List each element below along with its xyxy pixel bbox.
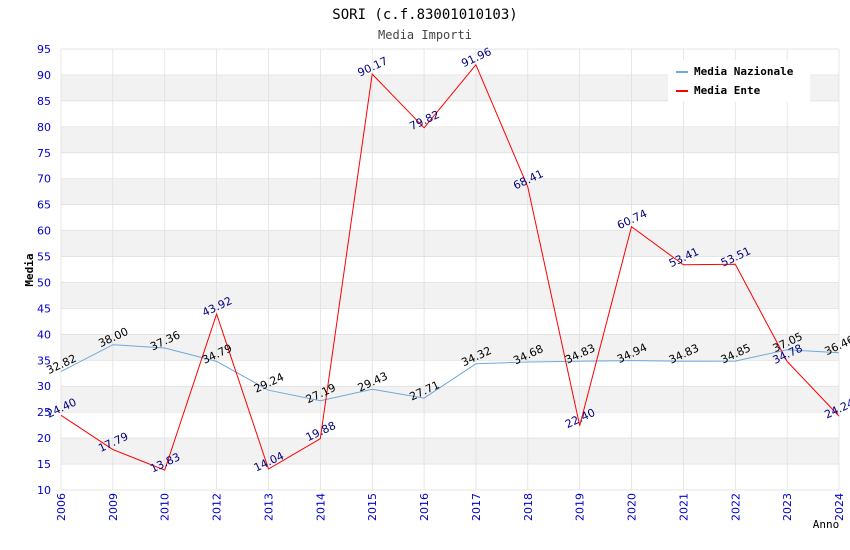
grid-band [61,126,839,153]
y-tick-label: 80 [37,121,51,134]
x-tick-label: 2022 [729,493,742,521]
y-tick-label: 70 [37,173,51,186]
y-tick-label: 40 [37,328,51,341]
series-line-media-nazionale [60,344,840,402]
x-axis-title: Anno [813,518,840,531]
grid-band [61,438,839,465]
y-tick-label: 20 [37,432,51,445]
y-tick-label: 35 [37,354,51,367]
chart-subtitle: Media Importi [378,28,472,42]
legend-label-media-nazionale: Media Nazionale [694,65,794,78]
x-tick-label: 2012 [211,493,224,521]
x-tick-label: 2006 [55,493,68,521]
y-tick-label: 60 [37,225,51,238]
x-tick-label: 2021 [677,493,690,521]
y-tick-label: 50 [37,276,51,289]
grid-band [61,360,839,387]
grid-band [61,230,839,257]
y-tick-label: 25 [37,406,51,419]
grid-band [61,256,839,283]
grid-band [61,178,839,205]
y-tick-label: 15 [37,458,51,471]
x-tick-label: 2009 [107,493,120,521]
legend-label-media-ente: Media Ente [694,84,761,97]
grid-band [61,282,839,309]
x-tick-label: 2020 [626,493,639,521]
y-tick-label: 45 [37,302,51,315]
x-tick-label: 2024 [833,493,846,521]
y-axis-title: Media [23,253,36,286]
y-tick-label: 85 [37,95,51,108]
y-tick-label: 95 [37,43,51,56]
x-tick-label: 2014 [314,493,327,521]
x-tick-label: 2016 [418,493,431,521]
x-tick-label: 2015 [366,493,379,521]
x-tick-label: 2019 [574,493,587,521]
y-tick-label: 90 [37,69,51,82]
grid-band [61,152,839,179]
grid-band [61,334,839,361]
y-tick-label: 65 [37,199,51,212]
grid-band [61,386,839,413]
y-tick-label: 75 [37,147,51,160]
series-lines [60,63,840,471]
x-tick-label: 2010 [159,493,172,521]
x-tick-label: 2013 [262,493,275,521]
grid-band [61,204,839,231]
x-tick-label: 2018 [522,493,535,521]
x-tick-label: 2023 [781,493,794,521]
series-line-media-ente [60,63,840,471]
y-tick-label: 30 [37,380,51,393]
grid-band [61,308,839,335]
y-axis: 10 15 20 25 30 35 40 45 50 55 60 65 70 75 80 85 90 95 [37,43,51,497]
x-tick-label: 2017 [470,493,483,521]
legend: Media Nazionale Media Ente [668,60,810,102]
grid-band [61,464,839,490]
y-tick-label: 55 [37,251,51,264]
chart-title: SORI (c.f.83001010103) [332,7,517,23]
grid-band [61,412,839,439]
grid-band [61,100,839,127]
y-tick-label: 10 [37,484,51,497]
plot-background [60,48,840,491]
x-axis: 2006 2009 2010 2012 2013 2014 2015 2016 2017 2018… [55,493,846,521]
